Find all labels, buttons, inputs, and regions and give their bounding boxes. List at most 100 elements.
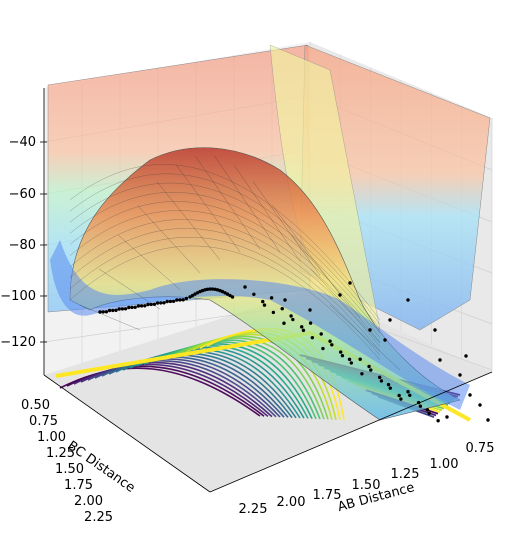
- trajectory-point: [107, 308, 112, 313]
- trajectory-point: [171, 299, 176, 303]
- surface-mesh-line: [214, 155, 281, 253]
- trajectory-point: [184, 296, 189, 301]
- trajectory-point: [190, 293, 195, 298]
- trajectory-point: [360, 372, 364, 376]
- trajectory-point: [386, 382, 391, 387]
- trajectory-point: [348, 281, 352, 285]
- trajectory-point: [319, 332, 323, 336]
- trajectory-point: [486, 418, 490, 422]
- y-tick-labels: 0.500.751.001.251.501.752.002.25: [21, 398, 113, 525]
- trajectory-point: [262, 303, 267, 307]
- trajectory-point: [98, 310, 102, 314]
- trajectory-point: [379, 379, 384, 383]
- trajectory-point: [205, 287, 210, 292]
- surface-mesh-line: [252, 181, 321, 276]
- x-axis-line: [209, 371, 493, 493]
- y-tick-label: 2.25: [84, 510, 113, 525]
- y-tick-label: 1.50: [55, 462, 84, 477]
- trajectory-point: [162, 301, 166, 305]
- trajectory-point: [433, 328, 437, 332]
- trajectory-point: [383, 338, 387, 342]
- trajectory-point: [478, 403, 482, 407]
- trajectory-point: [308, 321, 313, 325]
- z-tick-labels: −40 −60 −80 −100 −120: [0, 135, 47, 350]
- trajectory-point: [193, 292, 197, 296]
- x-tick-label: 2.25: [239, 502, 268, 517]
- surface-mesh-line: [329, 304, 401, 371]
- surface-mesh-line: [291, 235, 361, 318]
- trajectory-point: [388, 386, 392, 390]
- trajectory-point: [308, 308, 312, 312]
- trajectory-point: [330, 343, 334, 347]
- surface-mesh-line: [195, 155, 261, 250]
- trajectory-point: [282, 321, 286, 325]
- trajectory-point: [243, 285, 247, 289]
- trajectory-point: [130, 305, 134, 310]
- x-tick-label: 1.00: [430, 457, 459, 472]
- y-tick-label: 1.75: [64, 478, 93, 493]
- trajectory-point: [397, 393, 401, 398]
- trajectory-point: [175, 298, 179, 302]
- z-tick-label: −120: [0, 335, 36, 350]
- x-tick-label: 0.75: [466, 441, 495, 456]
- trajectory-point: [114, 308, 118, 312]
- trajectory-point: [310, 335, 315, 340]
- trajectory-point: [111, 308, 115, 313]
- trajectory-point: [406, 298, 410, 302]
- y-tick-label: 0.75: [29, 414, 58, 429]
- trajectory-point: [120, 307, 125, 311]
- trajectory-point: [436, 419, 440, 423]
- trajectory-point: [101, 310, 105, 314]
- trajectory-point: [368, 328, 372, 332]
- y-axis-line: [43, 374, 211, 493]
- trajectory-point: [230, 295, 235, 299]
- trajectory-point: [338, 293, 342, 297]
- y-tick-label: 1.00: [37, 430, 66, 445]
- surface-mesh-line: [233, 164, 301, 262]
- trajectory-point: [399, 397, 403, 401]
- trajectory-point: [149, 302, 153, 307]
- trajectory-point: [291, 317, 295, 322]
- trajectory-point: [377, 375, 382, 380]
- x-tick-label: 1.50: [352, 478, 381, 493]
- trajectory-point: [427, 411, 431, 416]
- trajectory-point: [136, 304, 141, 308]
- trajectory-point: [127, 305, 131, 310]
- trajectory-point: [168, 299, 173, 304]
- trajectory-point: [228, 293, 232, 298]
- trajectory-point: [328, 339, 332, 343]
- trajectory-point: [155, 301, 160, 305]
- surface-mesh-line: [176, 164, 241, 252]
- trajectory-point: [104, 310, 109, 314]
- x-tick-label: 2.00: [277, 495, 306, 510]
- trajectory-point: [223, 291, 227, 295]
- trajectory-point: [159, 301, 163, 305]
- trajectory-point: [225, 292, 230, 296]
- trajectory-point: [406, 390, 410, 394]
- x-tick-labels: 0.75 1.00 1.25 1.50 1.75 2.00 2.25: [239, 441, 495, 517]
- surface-mesh-line: [79, 304, 141, 331]
- trajectory-point: [165, 299, 169, 304]
- trajectory-point: [408, 393, 412, 398]
- x-tick-label: 1.25: [391, 467, 420, 482]
- trajectory-point: [321, 346, 325, 351]
- y-tick-label: 1.25: [46, 446, 75, 461]
- trajectory-point: [271, 310, 276, 315]
- z-tick-label: −40: [9, 135, 36, 150]
- trajectory-point: [438, 358, 442, 362]
- trajectory-point: [178, 298, 182, 302]
- y-tick-label: 2.00: [74, 494, 103, 509]
- trajectory-point: [347, 357, 352, 362]
- trajectory-point: [468, 393, 472, 397]
- surface-mesh-line: [99, 268, 161, 310]
- trajectory-point: [445, 415, 449, 419]
- trajectory-point: [425, 408, 430, 412]
- trajectory-point: [210, 287, 215, 291]
- trajectory-point: [117, 307, 121, 311]
- trajectory-point: [188, 295, 192, 299]
- trajectory-point: [367, 364, 371, 369]
- surface-mesh-line: [137, 205, 201, 274]
- trajectory-point: [152, 302, 157, 306]
- trajectory-point: [146, 302, 150, 307]
